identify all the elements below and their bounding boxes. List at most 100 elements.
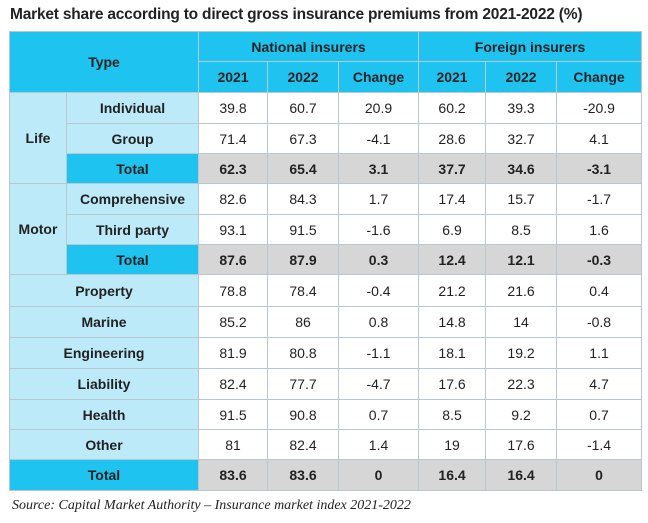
cell: 91.5 xyxy=(267,214,340,245)
row-label: Marine xyxy=(8,306,200,338)
row-label: Comprehensive xyxy=(65,183,200,215)
cell: 82.4 xyxy=(198,368,269,400)
row-label: Individual xyxy=(65,92,200,124)
cell: 3.1 xyxy=(338,153,420,184)
cell: 0.7 xyxy=(338,399,420,430)
cell: 81.9 xyxy=(198,337,269,369)
cell: 87.9 xyxy=(267,244,340,275)
table-row: Marine 85.2 86 0.8 14.8 14 -0.8 xyxy=(8,306,643,338)
row-label: Total xyxy=(8,459,200,491)
cell: 71.4 xyxy=(198,123,269,154)
header-national-2022: 2022 xyxy=(267,61,340,93)
row-label: Engineering xyxy=(8,337,200,369)
cell: -0.4 xyxy=(338,274,420,307)
cell: 14 xyxy=(485,306,558,338)
cell: -0.3 xyxy=(556,244,643,275)
category-life: Life xyxy=(9,92,67,184)
cell: 87.6 xyxy=(198,244,269,275)
cell: 20.9 xyxy=(338,92,420,124)
cell: 65.4 xyxy=(267,153,340,184)
cell: 83.6 xyxy=(267,459,340,491)
cell: 39.8 xyxy=(198,92,269,124)
row-label: Property xyxy=(8,274,200,307)
header-foreign-change: Change xyxy=(556,61,643,93)
cell: 84.3 xyxy=(267,183,340,215)
cell: 17.6 xyxy=(418,368,487,400)
header-foreign-insurers: Foreign insurers xyxy=(418,31,643,62)
cell: 91.5 xyxy=(198,399,269,430)
cell: 4.7 xyxy=(556,368,643,400)
cell: -0.8 xyxy=(556,306,643,338)
cell: 1.6 xyxy=(556,214,643,245)
cell: 16.4 xyxy=(418,459,487,491)
cell: -1.4 xyxy=(556,429,643,460)
cell: 78.8 xyxy=(198,274,269,307)
cell: -20.9 xyxy=(556,92,643,124)
cell: 19.2 xyxy=(485,337,558,369)
table-row: Property 78.8 78.4 -0.4 21.2 21.6 0.4 xyxy=(8,274,643,307)
header-national-2021: 2021 xyxy=(198,61,269,93)
cell: 0.7 xyxy=(556,399,643,430)
cell: 0.4 xyxy=(556,274,643,307)
header-type: Type xyxy=(8,31,200,93)
cell: 4.1 xyxy=(556,123,643,154)
cell: 39.3 xyxy=(485,92,558,124)
table-row: Liability 82.4 77.7 -4.7 17.6 22.3 4.7 xyxy=(8,368,643,400)
cell: 0.3 xyxy=(338,244,420,275)
cell: 60.7 xyxy=(267,92,340,124)
cell: 15.7 xyxy=(485,183,558,215)
row-label: Total xyxy=(65,244,200,275)
table-row: Life Individual 39.8 60.7 20.9 60.2 39.3… xyxy=(9,92,643,184)
source-note: Source: Capital Market Authority – Insur… xyxy=(12,498,411,513)
cell: 83.6 xyxy=(198,459,269,491)
cell: 34.6 xyxy=(485,153,558,184)
cell: 86 xyxy=(267,306,340,338)
cell: 32.7 xyxy=(485,123,558,154)
cell: 90.8 xyxy=(267,399,340,430)
cell: 60.2 xyxy=(418,92,487,124)
table-row-grand-total: Total 83.6 83.6 0 16.4 16.4 0 xyxy=(8,459,643,491)
table-row: Other 81 82.4 1.4 19 17.6 -1.4 xyxy=(8,429,643,460)
header-foreign-2021: 2021 xyxy=(418,61,487,93)
cell: 8.5 xyxy=(485,214,558,245)
cell: 82.6 xyxy=(198,183,269,215)
cell: 1.7 xyxy=(338,183,420,215)
table-row: Third party 93.1 91.5 -1.6 6.9 8.5 1.6 xyxy=(10,214,643,245)
cell: 78.4 xyxy=(267,274,340,307)
cell: 19 xyxy=(418,429,487,460)
cell: 80.8 xyxy=(267,337,340,369)
cell: 0 xyxy=(338,459,420,491)
cell: 81 xyxy=(198,429,269,460)
cell: 62.3 xyxy=(198,153,269,184)
cell: 12.1 xyxy=(485,244,558,275)
cell: 21.2 xyxy=(418,274,487,307)
table-title: Market share according to direct gross i… xyxy=(10,6,583,23)
cell: 17.6 xyxy=(485,429,558,460)
cell: 8.5 xyxy=(418,399,487,430)
cell: 0.8 xyxy=(338,306,420,338)
cell: 93.1 xyxy=(198,214,269,245)
cell: 21.6 xyxy=(485,274,558,307)
cell: 17.4 xyxy=(418,183,487,215)
cell: 18.1 xyxy=(418,337,487,369)
cell: 37.7 xyxy=(418,153,487,184)
cell: 16.4 xyxy=(485,459,558,491)
cell: 82.4 xyxy=(267,429,340,460)
cell: 85.2 xyxy=(198,306,269,338)
market-share-table: Type National insurers Foreign insurers … xyxy=(8,31,643,491)
cell: -1.6 xyxy=(338,214,420,245)
cell: 6.9 xyxy=(418,214,487,245)
row-label: Group xyxy=(65,123,200,154)
cell: 0 xyxy=(556,459,643,491)
cell: 22.3 xyxy=(485,368,558,400)
header-foreign-2022: 2022 xyxy=(485,61,558,93)
cell: 1.1 xyxy=(556,337,643,369)
table-row: Engineering 81.9 80.8 -1.1 18.1 19.2 1.1 xyxy=(8,337,643,369)
row-label: Health xyxy=(8,399,200,430)
table-row-total: Total 87.6 87.9 0.3 12.4 12.1 -0.3 xyxy=(10,244,643,275)
cell: 67.3 xyxy=(267,123,340,154)
cell: -1.7 xyxy=(556,183,643,215)
cell: -1.1 xyxy=(338,337,420,369)
cell: 14.8 xyxy=(418,306,487,338)
table-row: Group 71.4 67.3 -4.1 28.6 32.7 4.1 xyxy=(10,123,643,154)
